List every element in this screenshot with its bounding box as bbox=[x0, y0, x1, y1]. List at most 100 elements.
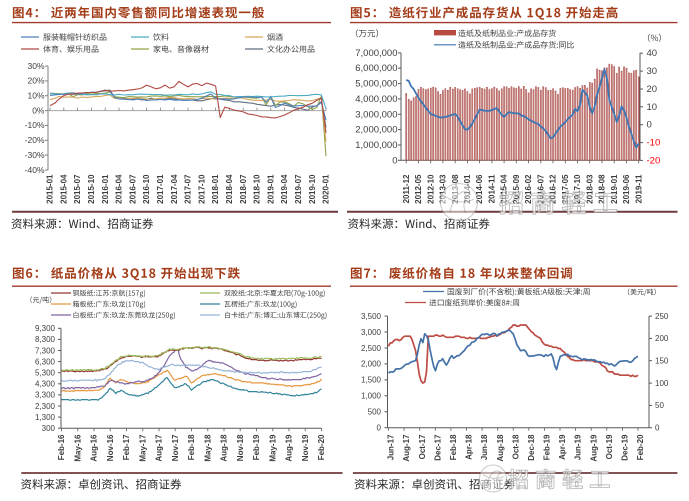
svg-text:2015-01: 2015-01 bbox=[46, 174, 55, 204]
svg-text:Feb-17: Feb-17 bbox=[122, 434, 131, 460]
svg-text:May-17: May-17 bbox=[138, 434, 147, 462]
svg-text:2015-04: 2015-04 bbox=[500, 174, 509, 204]
svg-text:2017-05: 2017-05 bbox=[561, 174, 570, 204]
svg-text:2019-06: 2019-06 bbox=[622, 174, 631, 204]
svg-text:2018-07: 2018-07 bbox=[239, 174, 248, 204]
svg-text:Feb-20: Feb-20 bbox=[317, 434, 326, 460]
svg-text:2019-07: 2019-07 bbox=[294, 174, 303, 204]
svg-text:-40%: -40% bbox=[25, 165, 45, 175]
svg-text:2018-10: 2018-10 bbox=[253, 174, 262, 204]
svg-text:3,300: 3,300 bbox=[35, 391, 56, 400]
svg-text:40: 40 bbox=[647, 48, 658, 59]
svg-text:Feb-18: Feb-18 bbox=[187, 434, 196, 460]
svg-text:2019-10: 2019-10 bbox=[308, 174, 317, 204]
svg-text:5,000,000: 5,000,000 bbox=[355, 79, 397, 90]
svg-text:Dec-19: Dec-19 bbox=[621, 434, 630, 461]
svg-text:2019-01: 2019-01 bbox=[266, 174, 275, 204]
svg-text:3,000: 3,000 bbox=[361, 328, 382, 337]
svg-text:300: 300 bbox=[42, 424, 56, 433]
svg-text:2016-02: 2016-02 bbox=[524, 174, 533, 204]
svg-text:2016-10: 2016-10 bbox=[142, 174, 151, 204]
svg-text:2016-07: 2016-07 bbox=[536, 174, 545, 204]
svg-text:2018-01: 2018-01 bbox=[211, 174, 220, 204]
svg-text:10%: 10% bbox=[27, 91, 44, 101]
svg-text:2019-11: 2019-11 bbox=[634, 174, 643, 203]
svg-text:2017-01: 2017-01 bbox=[156, 174, 165, 204]
svg-text:0: 0 bbox=[647, 120, 652, 131]
svg-text:-20: -20 bbox=[647, 155, 661, 166]
svg-text:500: 500 bbox=[368, 408, 382, 417]
svg-text:3,000,000: 3,000,000 bbox=[355, 109, 397, 120]
svg-text:2015-04: 2015-04 bbox=[59, 174, 68, 204]
svg-text:Dec-17: Dec-17 bbox=[433, 434, 442, 461]
svg-text:20: 20 bbox=[647, 84, 658, 95]
svg-text:Aug-18: Aug-18 bbox=[220, 434, 229, 462]
svg-text:Nov-19: Nov-19 bbox=[301, 434, 310, 461]
svg-text:2016-04: 2016-04 bbox=[115, 174, 124, 204]
svg-text:6,300: 6,300 bbox=[35, 357, 56, 366]
svg-text:2017-10: 2017-10 bbox=[197, 174, 206, 204]
svg-text:Oct-19: Oct-19 bbox=[605, 434, 614, 459]
svg-text:2017-07: 2017-07 bbox=[184, 174, 193, 204]
svg-text:4,300: 4,300 bbox=[35, 380, 56, 389]
svg-text:10: 10 bbox=[647, 102, 658, 113]
svg-text:200: 200 bbox=[655, 334, 669, 343]
svg-text:Oct-18: Oct-18 bbox=[511, 434, 520, 459]
svg-text:2017-10: 2017-10 bbox=[573, 174, 582, 204]
svg-text:May-19: May-19 bbox=[268, 434, 277, 462]
svg-text:2016-12: 2016-12 bbox=[549, 174, 558, 204]
svg-text:Feb-16: Feb-16 bbox=[57, 434, 66, 460]
svg-text:1,000,000: 1,000,000 bbox=[355, 140, 397, 151]
svg-text:Feb-18: Feb-18 bbox=[449, 434, 458, 460]
svg-text:20%: 20% bbox=[27, 76, 44, 86]
svg-text:50: 50 bbox=[655, 401, 664, 410]
svg-text:2014-11: 2014-11 bbox=[488, 174, 497, 203]
svg-text:1,300: 1,300 bbox=[35, 413, 56, 422]
svg-text:2015-07: 2015-07 bbox=[73, 174, 82, 204]
svg-text:1,000: 1,000 bbox=[361, 392, 382, 401]
svg-text:7,300: 7,300 bbox=[35, 346, 56, 355]
svg-text:7,000,000: 7,000,000 bbox=[355, 48, 397, 59]
svg-text:Aug-18: Aug-18 bbox=[496, 434, 505, 462]
svg-text:2,500: 2,500 bbox=[361, 344, 382, 353]
svg-text:Aug-16: Aug-16 bbox=[90, 434, 99, 462]
svg-text:2017-04: 2017-04 bbox=[170, 174, 179, 204]
svg-text:0: 0 bbox=[392, 155, 397, 166]
svg-text:Aug-19: Aug-19 bbox=[589, 434, 598, 462]
svg-text:Dec-18: Dec-18 bbox=[527, 434, 536, 461]
svg-text:2018-04: 2018-04 bbox=[225, 174, 234, 204]
svg-text:0: 0 bbox=[377, 424, 382, 433]
svg-text:2016-07: 2016-07 bbox=[128, 174, 137, 204]
svg-text:2015-10: 2015-10 bbox=[87, 174, 96, 204]
svg-text:2018-03: 2018-03 bbox=[585, 174, 594, 204]
svg-text:-10: -10 bbox=[647, 138, 661, 149]
svg-text:Feb-19: Feb-19 bbox=[543, 434, 552, 460]
svg-text:8,300: 8,300 bbox=[35, 335, 56, 344]
svg-text:May-16: May-16 bbox=[73, 434, 82, 462]
svg-text:1,500: 1,500 bbox=[361, 376, 382, 385]
svg-text:Aug-17: Aug-17 bbox=[402, 434, 411, 462]
svg-text:Aug-17: Aug-17 bbox=[155, 434, 164, 462]
svg-text:30%: 30% bbox=[27, 61, 44, 71]
svg-text:0%: 0% bbox=[32, 105, 45, 115]
svg-text:9,300: 9,300 bbox=[35, 324, 56, 333]
svg-text:2,300: 2,300 bbox=[35, 402, 56, 411]
svg-text:2011-12: 2011-12 bbox=[402, 174, 411, 203]
svg-text:2019-04: 2019-04 bbox=[280, 174, 289, 204]
svg-text:-10%: -10% bbox=[25, 120, 45, 130]
svg-text:6,000,000: 6,000,000 bbox=[355, 63, 397, 74]
svg-text:Nov-16: Nov-16 bbox=[106, 434, 115, 461]
svg-text:Nov-18: Nov-18 bbox=[236, 434, 245, 461]
svg-text:Jun-18: Jun-18 bbox=[480, 434, 489, 460]
svg-text:250: 250 bbox=[655, 312, 669, 321]
svg-text:2012-10: 2012-10 bbox=[426, 174, 435, 204]
svg-text:Aug-19: Aug-19 bbox=[285, 434, 294, 462]
svg-text:Jun-19: Jun-19 bbox=[574, 434, 583, 460]
svg-text:150: 150 bbox=[655, 357, 669, 366]
svg-text:Apr-18: Apr-18 bbox=[465, 434, 474, 460]
svg-text:2015-09: 2015-09 bbox=[512, 174, 521, 204]
svg-text:5,300: 5,300 bbox=[35, 369, 56, 378]
svg-text:2012-05: 2012-05 bbox=[414, 174, 423, 204]
svg-text:0: 0 bbox=[655, 424, 660, 433]
svg-text:Feb-20: Feb-20 bbox=[636, 434, 645, 460]
